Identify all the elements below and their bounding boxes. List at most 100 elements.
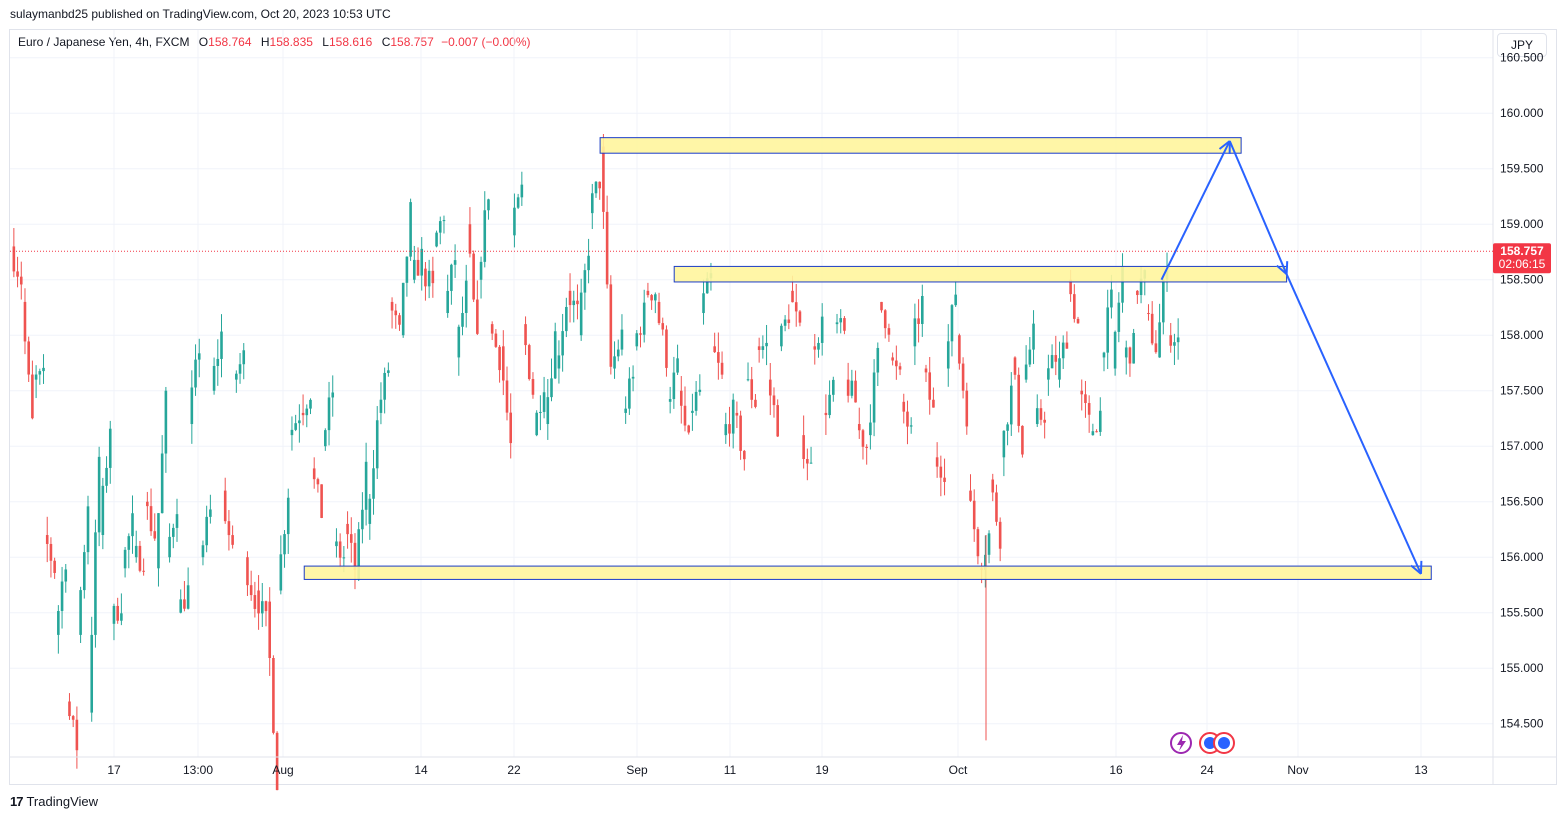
- candle-body: [850, 380, 854, 396]
- projection-path: [1160, 140, 1423, 575]
- candle-body: [442, 220, 446, 222]
- projection-arrowhead: [1285, 261, 1289, 275]
- candle-body: [665, 329, 668, 368]
- candle-body: [650, 295, 653, 301]
- projection-segment: [1285, 273, 1422, 575]
- price-tick-label: 159.500: [1500, 162, 1544, 176]
- candle-body: [275, 732, 279, 791]
- candle-body: [613, 356, 616, 369]
- price-tick-label: 157.500: [1500, 384, 1544, 398]
- candle-body: [946, 341, 950, 369]
- candle-body: [324, 430, 327, 447]
- candle-body: [1102, 352, 1106, 358]
- candle-body: [34, 374, 38, 380]
- candle-body: [761, 346, 765, 350]
- candle-body: [223, 490, 227, 522]
- candle-body: [768, 379, 772, 396]
- candle-body: [557, 355, 561, 369]
- candle-body: [731, 399, 735, 434]
- price-tick-label: 157.000: [1500, 439, 1544, 453]
- candle-body: [45, 535, 49, 544]
- candle-body: [390, 301, 394, 311]
- candle-body: [646, 290, 650, 296]
- candle-body: [935, 457, 939, 467]
- middle-zone: [673, 265, 1288, 283]
- candle-body: [171, 527, 175, 537]
- candle-body: [806, 459, 809, 464]
- candle-body: [16, 271, 19, 277]
- candle-body: [572, 300, 576, 306]
- candle-body: [413, 259, 416, 280]
- candle-body: [735, 412, 739, 416]
- candle-body: [257, 590, 260, 614]
- candle-body: [880, 301, 883, 311]
- candle-body: [809, 462, 813, 464]
- candle-body: [972, 500, 976, 530]
- candle-body: [568, 290, 572, 306]
- candle-body: [924, 368, 928, 373]
- candle-body: [320, 484, 323, 518]
- candle-body: [921, 296, 924, 324]
- candle-body: [1176, 337, 1180, 343]
- candle-body: [57, 610, 60, 635]
- candle-body: [472, 253, 475, 300]
- candle-body: [401, 282, 405, 336]
- candle-body: [598, 181, 602, 189]
- candle-body: [253, 595, 257, 609]
- close-value: 158.757: [390, 35, 434, 49]
- calendar-event-icon[interactable]: [1213, 732, 1235, 754]
- candle-body: [787, 319, 791, 323]
- candle-body: [1091, 431, 1095, 436]
- time-tick-label: 19: [815, 763, 829, 777]
- candle-body: [987, 533, 991, 555]
- candle-body: [502, 346, 505, 381]
- candle-body: [1147, 313, 1150, 315]
- candle-body: [264, 601, 268, 612]
- candle-body: [661, 323, 665, 330]
- symbol-name[interactable]: Euro / Japanese Yen, 4h, FXCM: [18, 35, 190, 49]
- candle-body: [1028, 349, 1032, 365]
- candle-body: [79, 590, 82, 635]
- candle-body: [746, 379, 750, 381]
- candle-body: [846, 379, 850, 396]
- candle-body: [160, 453, 164, 514]
- candle-body: [909, 425, 913, 427]
- candle-body: [179, 599, 183, 613]
- lightning-icon[interactable]: [1170, 732, 1192, 754]
- candle-body: [1150, 313, 1154, 344]
- candle-body: [220, 331, 223, 359]
- candle-body: [476, 299, 479, 334]
- open-label: O: [198, 35, 209, 49]
- candle-body: [494, 333, 498, 347]
- candle-body: [116, 605, 119, 621]
- projection-arrowhead: [1410, 564, 1422, 575]
- candle-body: [1087, 403, 1091, 415]
- candle-body: [168, 536, 171, 558]
- candle-body: [197, 353, 201, 360]
- candle-body: [387, 370, 390, 373]
- candle-body: [1002, 430, 1006, 458]
- upper-zone: [599, 137, 1242, 154]
- candle-body: [120, 613, 123, 621]
- last-price-countdown: 02:06:15: [1499, 257, 1546, 271]
- candle-body: [639, 333, 642, 335]
- candle-body: [616, 349, 620, 357]
- zones: [303, 137, 1432, 580]
- candle-body: [435, 232, 438, 247]
- candle-body: [409, 202, 412, 257]
- candle-body: [1065, 342, 1069, 349]
- candle-body: [190, 387, 194, 425]
- candle-body: [1061, 342, 1065, 359]
- candle-body: [520, 184, 524, 198]
- close-label: C: [381, 35, 391, 49]
- candle-body: [227, 521, 231, 536]
- last-price-value: 158.757: [1500, 244, 1544, 258]
- currency-button[interactable]: JPY: [1497, 33, 1547, 57]
- candle-body: [1076, 318, 1080, 324]
- candles: [12, 134, 1180, 791]
- candle-body: [1128, 347, 1132, 364]
- candle-body: [1073, 294, 1076, 319]
- tradingview-brand[interactable]: 17 TradingView: [10, 794, 98, 809]
- candle-body: [383, 372, 386, 400]
